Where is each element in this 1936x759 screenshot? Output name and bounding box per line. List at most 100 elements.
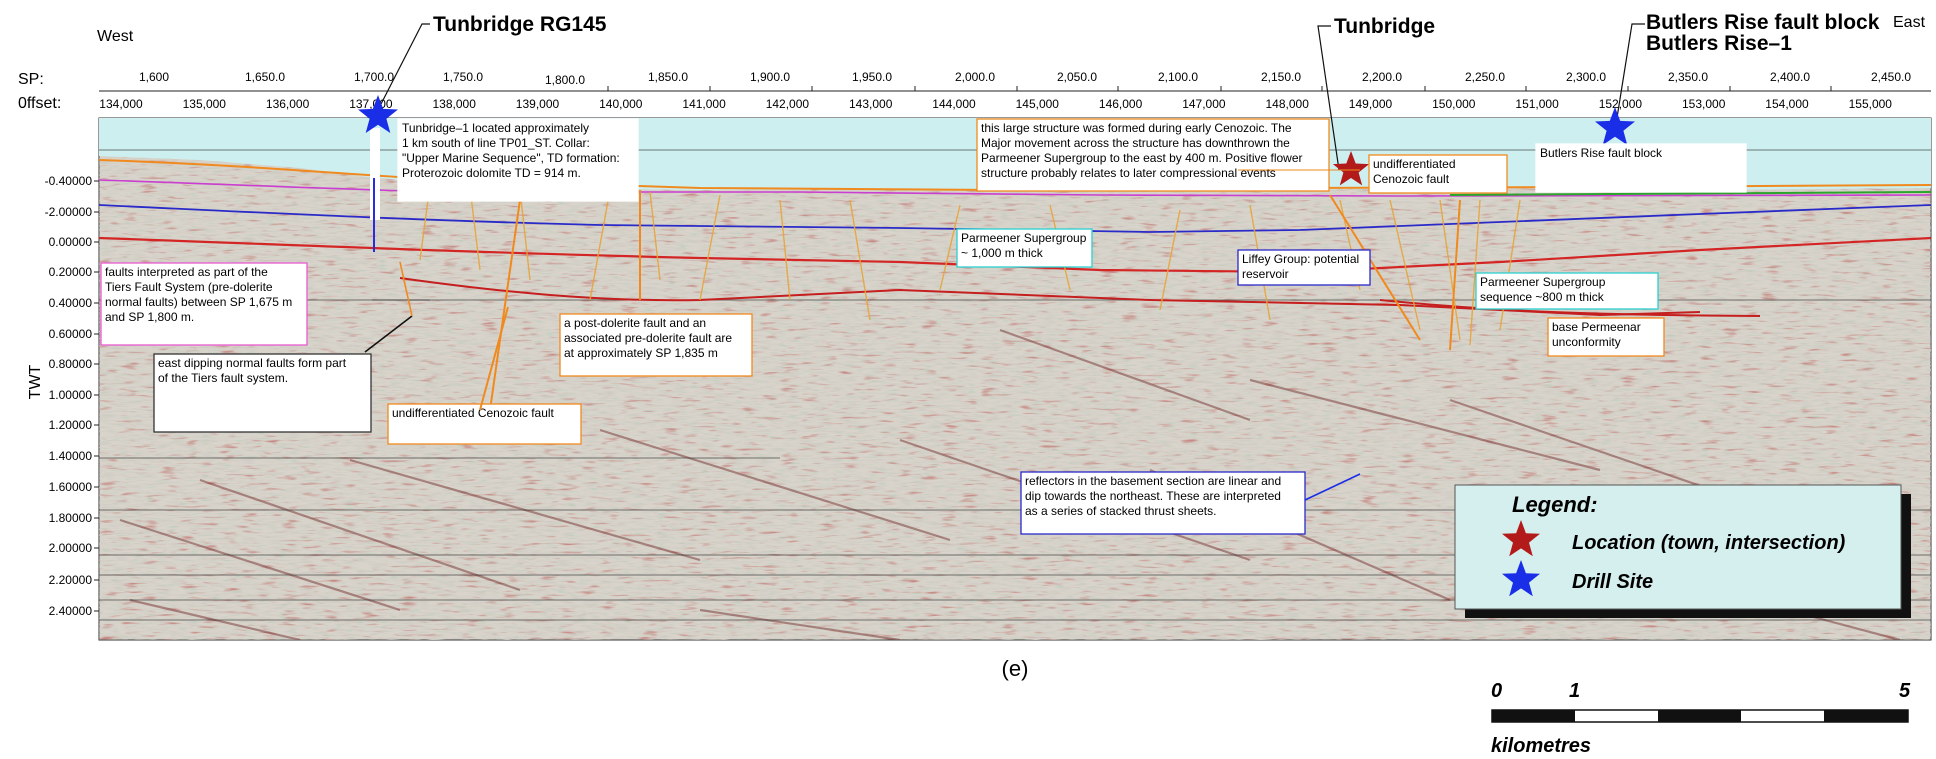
- scale-unit: kilometres: [1491, 735, 1591, 757]
- offset-tick: 145,000: [1016, 97, 1060, 111]
- annotation-line: Parmeener Supergroup: [1480, 275, 1606, 289]
- offset-tick: 143,000: [849, 97, 893, 111]
- legend-item-location: Location (town, intersection): [1572, 532, 1846, 554]
- annotation-line: Tunbridge–1 located approximately: [402, 121, 589, 135]
- offset-axis-label: 0ffset:: [18, 95, 61, 112]
- twt-tick: 0.80000: [49, 357, 93, 371]
- east-label: East: [1893, 14, 1926, 31]
- annotation-line: and SP 1,800 m.: [105, 310, 194, 324]
- offset-tick: 139,000: [516, 97, 560, 111]
- annotation-line: Major movement across the structure has …: [981, 136, 1290, 150]
- annotation-undiff-mid: undifferentiated Cenozoic fault: [387, 403, 582, 445]
- offset-tick: 144,000: [932, 97, 976, 111]
- annotation-line: a post-dolerite fault and an: [564, 316, 706, 330]
- scale-bar: 0 1 5 kilometres: [1491, 680, 1911, 757]
- sp-tick: 1,850.0: [648, 70, 688, 84]
- annotation-line: dip towards the northeast. These are int…: [1025, 489, 1281, 503]
- sp-tick: 2,250.0: [1465, 70, 1505, 84]
- annotation-line: structure probably relates to later comp…: [981, 166, 1276, 180]
- twt-tick: 1.20000: [49, 418, 93, 432]
- annotation-line: this large structure was formed during e…: [981, 121, 1292, 135]
- twt-tick: 0.20000: [49, 265, 93, 279]
- twt-tick: 0.60000: [49, 327, 93, 341]
- sp-tick: 1,700.0: [354, 70, 394, 84]
- annotation-line: reservoir: [1242, 267, 1289, 281]
- offset-tick: 149,000: [1349, 97, 1393, 111]
- sp-tick: 2,400.0: [1770, 70, 1810, 84]
- offset-tick: 152,000: [1599, 97, 1643, 111]
- offset-tick: 146,000: [1099, 97, 1143, 111]
- offset-tick: 141,000: [682, 97, 726, 111]
- annotation-line: "Upper Marine Sequence", TD formation:: [402, 151, 620, 165]
- annotation-line: reflectors in the basement section are l…: [1025, 474, 1281, 488]
- annotation-line: Parmeener Supergroup: [961, 231, 1087, 245]
- annotation-line: Tiers Fault System (pre-dolerite: [105, 280, 273, 294]
- sp-tick: 2,100.0: [1158, 70, 1198, 84]
- annotation-line: Butlers Rise fault block: [1540, 146, 1663, 160]
- legend-drill-site-star-icon: [1502, 560, 1540, 597]
- offset-tick: 151,000: [1515, 97, 1559, 111]
- annotation-line: base Permeenar: [1552, 320, 1641, 334]
- twt-tick: -0.40000: [45, 174, 93, 188]
- sp-tick-labels: 1,600 1,650.0 1,700.0 1,750.0 1,800.0 1,850.0…: [139, 70, 1911, 91]
- twt-axis-label: TWT: [27, 364, 44, 399]
- offset-tick: 138,000: [433, 97, 477, 111]
- sp-tick: 2,300.0: [1566, 70, 1606, 84]
- twt-tick: 0.40000: [49, 296, 93, 310]
- legend-title: Legend:: [1512, 492, 1598, 517]
- sp-tick: 2,050.0: [1057, 70, 1097, 84]
- twt-tick: 1.80000: [49, 511, 93, 525]
- sp-tick: 2,150.0: [1261, 70, 1301, 84]
- annotation-line: Cenozoic fault: [1373, 172, 1450, 186]
- sp-tick: 1,900.0: [750, 70, 790, 84]
- offset-tick-labels: 134,000 135,000 136,000 137,000 138,000 139,0…: [99, 97, 1892, 111]
- site-label-butlers-well: Butlers Rise–1: [1646, 32, 1792, 55]
- scale-tick-0: 0: [1491, 680, 1502, 702]
- site-label-butlers-block: Butlers Rise fault block: [1646, 11, 1880, 34]
- annotation-line: undifferentiated Cenozoic fault: [392, 406, 555, 420]
- offset-tick: 142,000: [766, 97, 810, 111]
- legend: Legend: Location (town, intersection) Dr…: [1454, 484, 1911, 618]
- twt-tick: 2.40000: [49, 604, 93, 618]
- offset-tick: 147,000: [1182, 97, 1226, 111]
- sp-tick: 1,750.0: [443, 70, 483, 84]
- annotation-line: 1 km south of line TP01_ST. Collar:: [402, 136, 590, 150]
- annotation-line: sequence ~800 m thick: [1480, 290, 1605, 304]
- twt-tick: 2.00000: [49, 541, 93, 555]
- drill-site-star-butlers: [1595, 107, 1635, 145]
- offset-tick: 148,000: [1266, 97, 1310, 111]
- scale-tick-5: 5: [1899, 680, 1911, 702]
- drill-site-star-tunbridge: [358, 95, 398, 133]
- annotation-line: as a series of stacked thrust sheets.: [1025, 504, 1216, 518]
- annotation-line: faults interpreted as part of the: [105, 265, 268, 279]
- sp-tick: 1,800.0: [545, 73, 585, 87]
- annotation-line: ~ 1,000 m thick: [961, 246, 1044, 260]
- offset-tick: 134,000: [99, 97, 143, 111]
- offset-tick: 154,000: [1765, 97, 1809, 111]
- sp-axis-label: SP:: [18, 71, 44, 88]
- annotation-line: Proterozoic dolomite TD = 914 m.: [402, 166, 581, 180]
- sp-tick: 2,450.0: [1871, 70, 1911, 84]
- annotation-line: associated pre-dolerite fault are: [564, 331, 732, 345]
- site-label-tunbridge-rg145: Tunbridge RG145: [433, 13, 607, 36]
- annotation-line: undifferentiated: [1373, 157, 1456, 171]
- twt-tick-labels: -0.40000 -2.00000 0.00000 0.20000 0.40000 0.6…: [45, 174, 99, 618]
- pointer-east-dipping: [364, 315, 413, 353]
- annotation-structure: this large structure was formed during e…: [976, 118, 1330, 192]
- twt-tick: 1.00000: [49, 388, 93, 402]
- annotation-line: unconformity: [1552, 335, 1621, 349]
- pointer-reflectors: [1304, 473, 1361, 501]
- legend-item-drill-site: Drill Site: [1572, 571, 1653, 593]
- scale-tick-1: 1: [1569, 680, 1580, 702]
- west-label: West: [97, 28, 134, 45]
- twt-tick: 1.40000: [49, 449, 93, 463]
- location-star-tunbridge: [1332, 151, 1370, 186]
